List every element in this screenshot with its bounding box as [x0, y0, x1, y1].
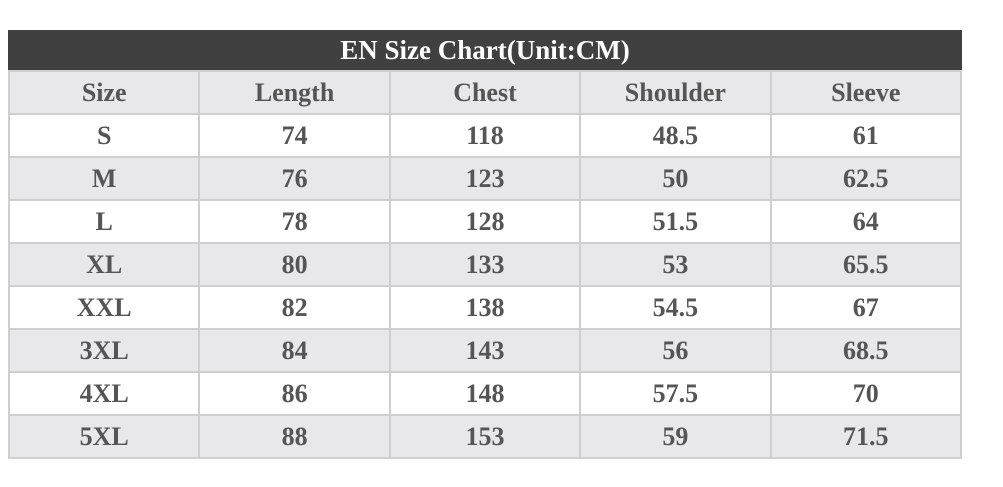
table-cell: 64 [769, 199, 963, 244]
table-cell: 61 [769, 113, 963, 158]
table-cell: 88 [198, 414, 391, 459]
table-row: XXL 82 138 54.5 67 [7, 285, 963, 330]
table-cell: 3XL [7, 328, 201, 373]
table-cell: 54.5 [579, 285, 772, 330]
table-row: XL 80 133 53 65.5 [7, 242, 963, 287]
table-row: M 76 123 50 62.5 [7, 156, 963, 201]
table-cell: 57.5 [579, 371, 772, 416]
table-cell: S [7, 113, 201, 158]
table-cell: 143 [388, 328, 582, 373]
table-cell: XXL [7, 285, 201, 330]
table-cell: 80 [198, 242, 391, 287]
header-cell: Size [7, 70, 201, 115]
table-cell: 118 [388, 113, 582, 158]
header-cell: Sleeve [769, 70, 963, 115]
table-cell: 148 [388, 371, 582, 416]
table-cell: 138 [388, 285, 582, 330]
table-cell: 123 [388, 156, 582, 201]
header-cell: Chest [388, 70, 582, 115]
header-cell: Length [198, 70, 391, 115]
table-cell: M [7, 156, 201, 201]
table-cell: 5XL [7, 414, 201, 459]
table-cell: 133 [388, 242, 582, 287]
table-cell: 4XL [7, 371, 201, 416]
table-cell: L [7, 199, 201, 244]
table-cell: 71.5 [769, 414, 963, 459]
table-cell: 50 [579, 156, 772, 201]
table-cell: 51.5 [579, 199, 772, 244]
table-cell: 59 [579, 414, 772, 459]
table-cell: 62.5 [769, 156, 963, 201]
table-cell: 76 [198, 156, 391, 201]
table-row: L 78 128 51.5 64 [7, 199, 963, 244]
header-cell: Shoulder [579, 70, 772, 115]
table-row: 3XL 84 143 56 68.5 [7, 328, 963, 373]
table-row: S 74 118 48.5 61 [7, 113, 963, 158]
size-chart: EN Size Chart(Unit:CM) Size Length Chest Sh… [7, 30, 963, 459]
table-cell: 70 [769, 371, 963, 416]
table-cell: 48.5 [579, 113, 772, 158]
table-cell: 153 [388, 414, 582, 459]
table-cell: 78 [198, 199, 391, 244]
table-row: 4XL 86 148 57.5 70 [7, 371, 963, 416]
table-cell: 82 [198, 285, 391, 330]
table-cell: 74 [198, 113, 391, 158]
table-cell: 128 [388, 199, 582, 244]
table-cell: 56 [579, 328, 772, 373]
size-table: Size Length Chest Shoulder Sleeve S 74 118 48.5 6… [7, 70, 963, 459]
table-row: 5XL 88 153 59 71.5 [7, 414, 963, 459]
header-row: Size Length Chest Shoulder Sleeve [7, 70, 963, 115]
table-cell: 67 [769, 285, 963, 330]
table-cell: 84 [198, 328, 391, 373]
table-title: EN Size Chart(Unit:CM) [8, 30, 962, 70]
table-cell: 53 [579, 242, 772, 287]
table-cell: XL [7, 242, 201, 287]
table-cell: 86 [198, 371, 391, 416]
table-cell: 68.5 [769, 328, 963, 373]
table-cell: 65.5 [769, 242, 963, 287]
